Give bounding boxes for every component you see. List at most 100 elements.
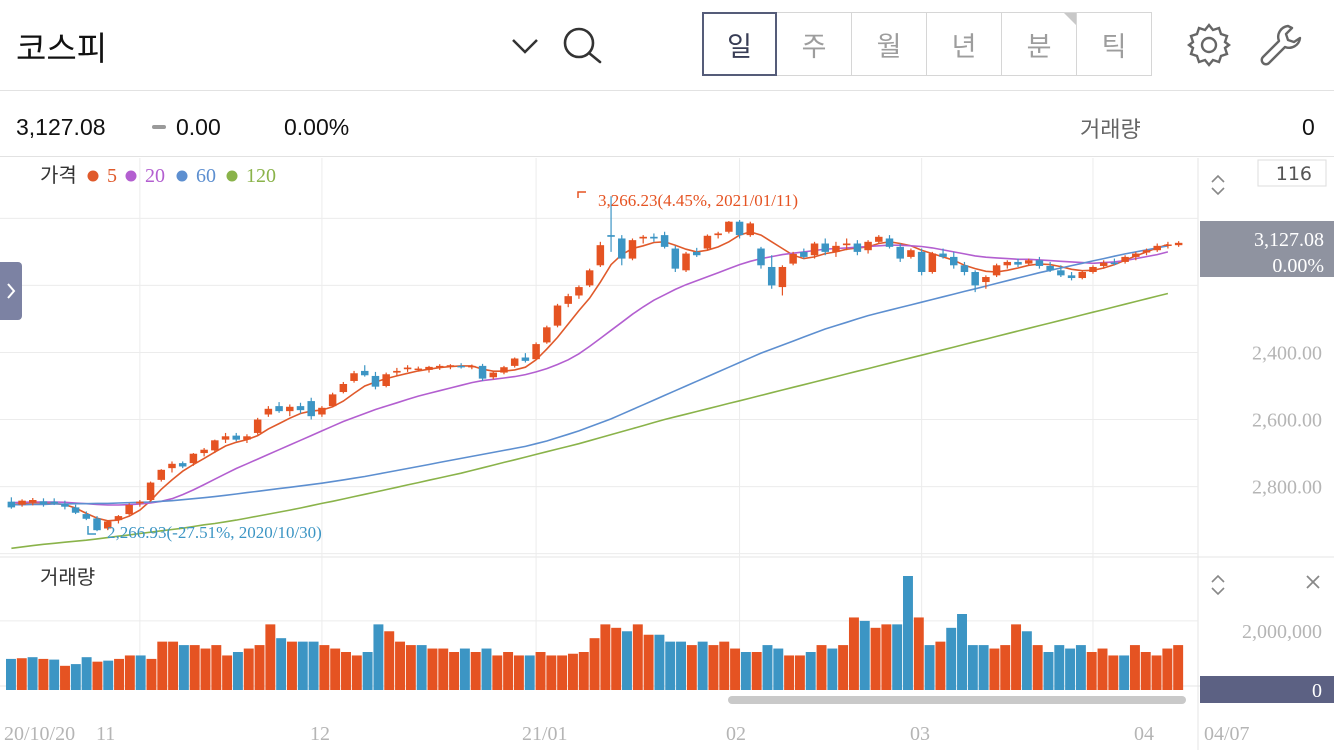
volume-bar [600,624,611,690]
change-percent: 0.00% [284,114,350,140]
candle-body [489,372,498,378]
volume-bar [838,645,849,690]
volume-bar [146,658,157,690]
volume-current-box [1200,676,1334,703]
candle-body [200,449,208,454]
candle-body [1153,245,1161,251]
x-axis-label: 11 [96,723,115,745]
volume-bar [1075,645,1086,690]
candle-body [318,407,326,415]
volume-bar [654,634,665,690]
x-axis-label: 04/07 [1204,723,1250,745]
candle-body [457,365,465,368]
volume-bar [946,627,957,690]
search-icon[interactable] [560,24,602,68]
volume-bar [114,658,125,690]
candle-body [800,251,808,257]
candle-body [71,507,80,513]
volume-bar [773,648,784,690]
legend-ma60-dot [176,170,188,182]
volume-bar [697,641,708,690]
horizontal-scrollbar[interactable] [728,696,1186,704]
side-panel-toggle[interactable] [0,262,22,320]
candle-body [650,236,658,239]
volume-bar [286,641,297,690]
volume-bar [1162,648,1173,690]
volume-bar [503,652,514,690]
zoom-box[interactable] [1257,159,1327,187]
close-icon[interactable] [1306,575,1320,589]
volume-bar [546,655,557,690]
candle-body [1164,244,1172,247]
candle-body [178,463,187,467]
tab-yearly[interactable]: 년 [927,12,1002,76]
candle-body [82,514,91,519]
volume-bar [27,657,38,690]
candle-body [917,251,926,272]
volume-bar [1000,645,1011,690]
candle-body [39,501,48,505]
candle-body [821,243,829,252]
wrench-icon[interactable] [1258,22,1306,70]
tab-weekly[interactable]: 주 [777,12,852,76]
candle-body [1078,272,1087,279]
tab-minute[interactable]: 분 [1002,12,1077,76]
candle-body [971,272,979,286]
chevron-down-icon[interactable] [506,24,546,68]
price-scale-toggle-icon[interactable] [1211,174,1225,196]
volume-bar [16,658,27,690]
tab-monthly[interactable]: 월 [852,12,927,76]
candle-body [618,238,626,259]
volume-bar [892,624,903,690]
candle-body [671,248,680,269]
candle-body [842,243,851,246]
chart-area[interactable]: 2,800.00 2,600.00 2,400.00 20/10/20 11 12 21/… [0,158,1334,750]
volume-bar [38,658,49,690]
candle-body [757,248,765,266]
tab-tick[interactable]: 틱 [1077,12,1152,76]
volume-bar [513,655,524,690]
volume-bar [524,655,535,690]
ma-line-5 [11,230,1169,522]
candle-body [639,236,647,239]
candle-body [221,436,230,440]
volume-bar [686,645,697,690]
candle-body [500,367,508,373]
gear-icon[interactable] [1186,22,1232,68]
current-price-axis-label: 3,127.08 [1254,229,1324,251]
candle-body [607,235,615,237]
volume-bar [341,652,351,690]
volume-scale-toggle-icon[interactable] [1211,574,1225,596]
volume-bar [254,645,265,690]
candle-body [896,246,904,259]
candle-body [510,358,519,366]
candle-body [1099,262,1108,266]
volume-bar [168,641,179,690]
tab-daily[interactable]: 일 [702,12,777,76]
ma-line-120 [11,292,1169,550]
candle-body [243,436,251,440]
volume-bar [6,658,16,690]
volume-bar [903,576,913,690]
candle-body [864,241,872,251]
volume-bar [622,631,632,690]
legend-ma5-dot [87,170,99,182]
volume-bar [784,655,795,690]
volume-bar [535,652,546,690]
header-bar [0,0,1334,91]
volume-current-value: 0 [1312,680,1322,702]
candle-body [435,365,444,368]
price-y-tick-label: 2,800.00 [1252,477,1322,499]
volume-bar [859,620,870,690]
candle-body [564,296,572,304]
volume-bar [243,648,254,690]
volume-bar [1129,645,1140,690]
candle-body [628,240,637,259]
candle-body [446,365,455,367]
candle-body [93,518,101,531]
candle-body [414,368,423,371]
volume-bar [1021,631,1032,690]
current-price-box [1200,221,1334,277]
candle-body [264,408,273,415]
candle-body [286,406,294,412]
